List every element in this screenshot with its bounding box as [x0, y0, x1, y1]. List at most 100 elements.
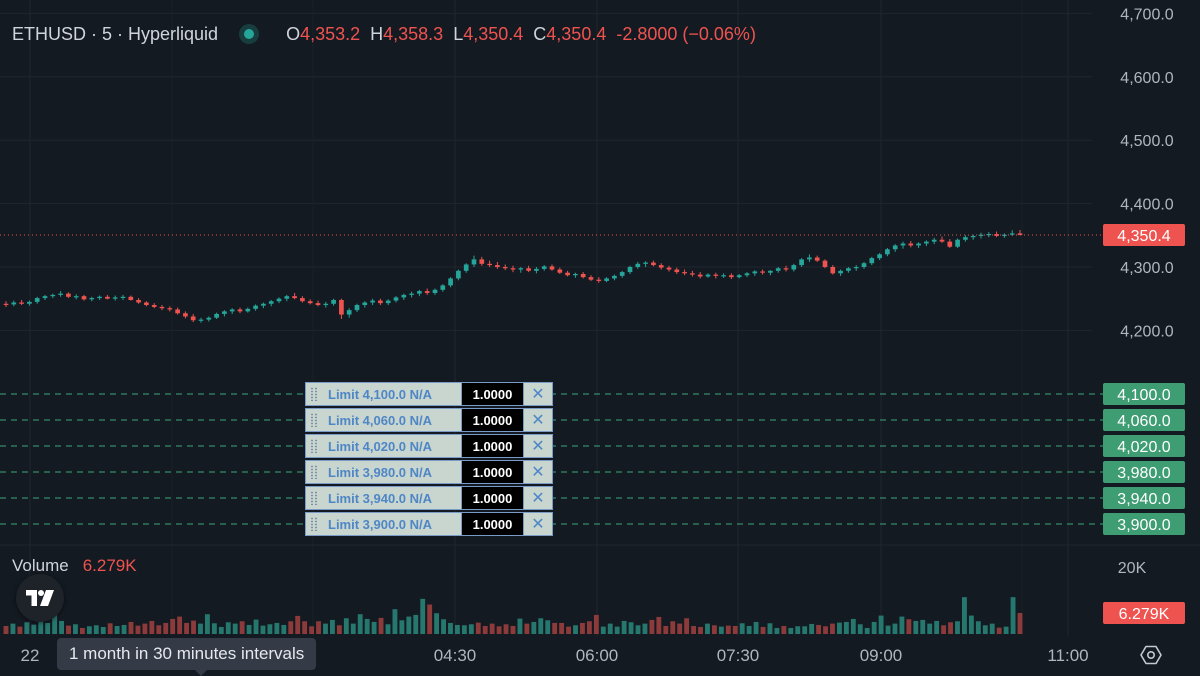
volume-bar	[316, 621, 321, 634]
order-quantity[interactable]: 1.0000	[462, 487, 524, 509]
last-price-label: 4,350.4	[1117, 228, 1170, 245]
candle-body	[853, 267, 859, 269]
candle-body	[565, 272, 570, 276]
volume-bar	[149, 620, 155, 634]
open-value: 4,353.2	[300, 23, 361, 44]
cancel-order-icon[interactable]: ✕	[524, 461, 552, 483]
volume-bar	[677, 623, 683, 634]
volume-bar	[934, 620, 940, 634]
volume-value: 6.279K	[82, 556, 137, 575]
order-quantity[interactable]: 1.0000	[462, 409, 524, 431]
order-quantity[interactable]: 1.0000	[462, 513, 524, 535]
cancel-order-icon[interactable]: ✕	[524, 383, 552, 405]
volume-bar	[795, 626, 801, 634]
order-price-badge	[1103, 383, 1185, 405]
candle-body	[744, 273, 750, 276]
order-quantity[interactable]: 1.0000	[462, 383, 524, 405]
order-row[interactable]: Limit 4,020.0 N/A 1.0000 ✕	[305, 434, 553, 458]
drag-handle-icon[interactable]	[310, 465, 318, 479]
order-row[interactable]: Limit 3,980.0 N/A 1.0000 ✕	[305, 460, 553, 484]
volume-bar	[899, 616, 905, 634]
volume-bar	[670, 621, 676, 634]
volume-bar	[927, 623, 933, 634]
order-label-cell[interactable]: Limit 3,900.0 N/A	[306, 513, 462, 535]
candle-body	[245, 308, 251, 312]
volume-bar	[614, 626, 620, 634]
candle-body	[42, 296, 48, 299]
volume-bar	[559, 622, 565, 634]
order-quantity[interactable]: 1.0000	[462, 435, 524, 457]
tradingview-logo-icon[interactable]	[16, 574, 64, 622]
order-label-cell[interactable]: Limit 4,060.0 N/A	[306, 409, 462, 431]
volume-bar	[871, 621, 877, 634]
candle-body	[97, 296, 102, 299]
order-quantity[interactable]: 1.0000	[462, 461, 524, 483]
drag-handle-icon[interactable]	[310, 413, 318, 427]
volume-bar	[767, 623, 773, 634]
volume-bar	[323, 623, 328, 634]
volume-bar	[378, 617, 384, 634]
drag-handle-icon[interactable]	[310, 517, 318, 531]
settings-icon[interactable]	[1140, 644, 1162, 666]
volume-bar	[455, 624, 460, 634]
cancel-order-icon[interactable]: ✕	[524, 435, 552, 457]
volume-bar	[566, 626, 571, 634]
volume-bar	[420, 598, 426, 634]
candle-body	[27, 301, 32, 304]
order-label-cell[interactable]: Limit 4,100.0 N/A	[306, 383, 462, 405]
order-label-cell[interactable]: Limit 4,020.0 N/A	[306, 435, 462, 457]
volume-bar	[642, 623, 648, 634]
volume-bar	[593, 614, 599, 634]
candle-body	[939, 239, 945, 242]
drag-handle-icon[interactable]	[310, 491, 318, 505]
volume-bar	[552, 622, 558, 634]
cancel-order-icon[interactable]: ✕	[524, 487, 552, 509]
candle-body	[557, 269, 563, 273]
price-tick-label: 4,400.0	[1120, 197, 1173, 214]
order-label-cell[interactable]: Limit 3,980.0 N/A	[306, 461, 462, 483]
close-label: C	[533, 23, 547, 44]
order-label-cell[interactable]: Limit 3,940.0 N/A	[306, 487, 462, 509]
volume-bar	[802, 626, 808, 634]
candle-body	[323, 303, 329, 306]
candle-body	[81, 296, 87, 300]
symbol-title[interactable]: ETHUSD · 5 · Hyperliquid	[12, 23, 219, 44]
candle-body	[674, 269, 680, 273]
cancel-order-icon[interactable]: ✕	[524, 513, 552, 535]
volume-bar	[357, 614, 363, 634]
last-volume-badge	[1103, 601, 1185, 624]
volume-bar	[163, 622, 169, 634]
time-tick-label: 06:00	[576, 646, 619, 665]
drag-handle-icon[interactable]	[310, 439, 318, 453]
volume-bar	[503, 624, 509, 634]
volume-bar	[878, 615, 884, 634]
order-row[interactable]: Limit 3,900.0 N/A 1.0000 ✕	[305, 512, 553, 536]
candle-body	[892, 245, 898, 250]
candle-body	[346, 310, 352, 315]
candle-body	[362, 302, 368, 306]
candle-body	[604, 278, 609, 281]
grid	[0, 0, 1200, 636]
volume-bar	[830, 623, 835, 634]
candle-body	[596, 279, 602, 281]
volume-bar	[225, 622, 231, 634]
candle-body	[955, 239, 960, 247]
drag-handle-icon[interactable]	[310, 387, 318, 401]
candle-body	[261, 303, 266, 306]
volume-bar	[496, 626, 502, 634]
cancel-order-icon[interactable]: ✕	[524, 409, 552, 431]
order-row[interactable]: Limit 4,100.0 N/A 1.0000 ✕	[305, 382, 553, 406]
volume-bar	[427, 604, 433, 634]
volume-bar	[204, 614, 210, 634]
market-status-icon[interactable]	[244, 29, 255, 39]
order-label: Limit 4,020.0 N/A	[328, 438, 433, 454]
volume-bar	[66, 625, 71, 634]
volume-bar	[684, 618, 690, 634]
order-row[interactable]: Limit 4,060.0 N/A 1.0000 ✕	[305, 408, 553, 432]
candle-body	[846, 268, 851, 271]
symbol-legend: ETHUSD · 5 · Hyperliquid O 4,353.2 H 4,358…	[12, 22, 756, 46]
volume-bar	[649, 619, 655, 634]
volume-bar	[198, 623, 203, 634]
order-row[interactable]: Limit 3,940.0 N/A 1.0000 ✕	[305, 486, 553, 510]
